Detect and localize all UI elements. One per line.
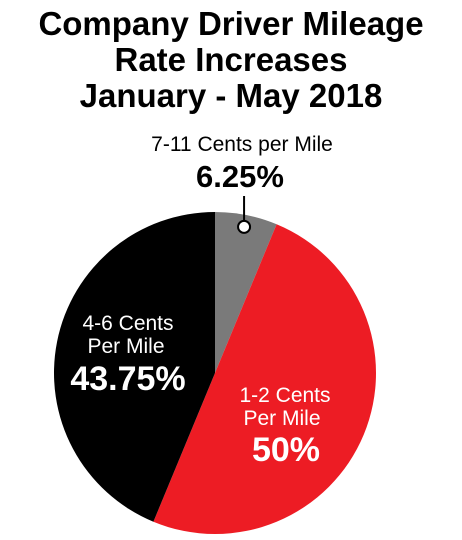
pie-slice-4-6-cents (53, 212, 216, 522)
slice-value-7-11-cents: 6.25% (196, 159, 284, 194)
pie-slice-1-2-cents (153, 224, 376, 534)
pie-slice-7-11-cents (215, 212, 277, 373)
chart-title-line-2: Rate Increases (114, 41, 348, 78)
slice-leader-dot (237, 219, 252, 234)
chart-title-line-1: Company Driver Mileage (38, 5, 424, 42)
slice-label-1-2-cents-line-2: Per Mile (243, 407, 320, 430)
slice-label-1-2-cents-line-1: 1-2 Cents (239, 384, 330, 407)
slice-value-1-2-cents: 50% (252, 431, 320, 469)
slice-label-7-11-cents: 7-11 Cents per Mile (151, 133, 333, 156)
slice-label-4-6-cents-line-1: 4-6 Cents (82, 312, 173, 335)
slice-label-4-6-cents-line-2: Per Mile (87, 335, 164, 358)
pie-slices (53, 212, 376, 534)
chart-title-line-3: January - May 2018 (79, 77, 383, 114)
slice-value-4-6-cents: 43.75% (70, 360, 185, 398)
